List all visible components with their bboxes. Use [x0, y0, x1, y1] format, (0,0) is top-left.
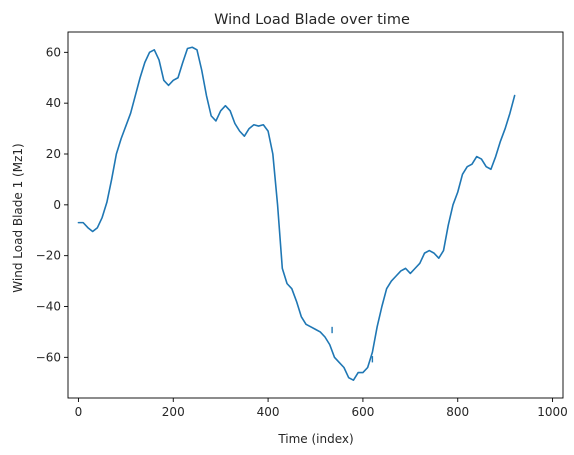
- y-tick-label: 60: [46, 45, 61, 59]
- y-tick-label: −20: [36, 249, 61, 263]
- y-tick-label: −40: [36, 300, 61, 314]
- x-tick-label: 400: [257, 405, 280, 419]
- y-tick-label: −60: [36, 350, 61, 364]
- axes-frame: [67, 31, 564, 399]
- y-tick-label: 40: [46, 96, 61, 110]
- x-tick-label: 1000: [537, 405, 568, 419]
- axes: 0 200 400 600 800 1000 −60 −40 −20 0 20 40 60: [36, 31, 568, 419]
- series-line-mz1: [77, 46, 516, 382]
- plot-area: [77, 46, 516, 382]
- y-tick-label: 0: [53, 198, 61, 212]
- x-tick-label: 600: [351, 405, 374, 419]
- x-axis-label: Time (index): [277, 432, 353, 446]
- chart-title: Wind Load Blade over time: [214, 12, 410, 28]
- x-tick-label: 200: [162, 405, 185, 419]
- y-axis-label: Wind Load Blade 1 (Mz1): [11, 143, 25, 292]
- x-tick-label: 800: [446, 405, 469, 419]
- x-tick-label: 0: [75, 405, 83, 419]
- y-tick-label: 20: [46, 147, 61, 161]
